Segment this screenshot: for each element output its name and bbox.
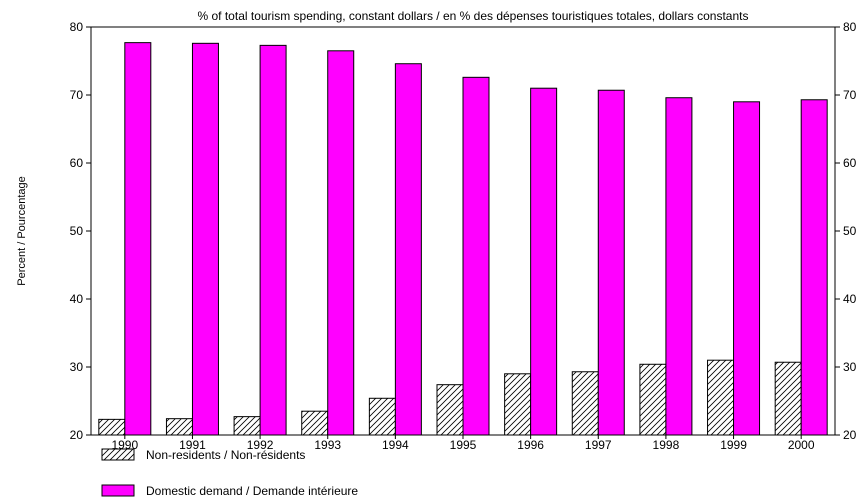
- bar-domestic-demand: [800, 99, 828, 436]
- bar-domestic-demand: [733, 101, 761, 436]
- x-tick-label: 1999: [720, 438, 747, 452]
- bar-domestic-demand: [327, 50, 355, 436]
- y-tick-label-left: 30: [70, 360, 84, 374]
- x-tick-label: 1993: [314, 438, 341, 452]
- bar-non-residents: [774, 361, 802, 436]
- y-axis-label: Percent / Pourcentage: [16, 176, 28, 285]
- bar-domestic-demand: [530, 87, 558, 436]
- bar-domestic-demand: [665, 97, 693, 436]
- chart-title: % of total tourism spending, constant do…: [198, 9, 749, 23]
- x-tick-label: 1996: [517, 438, 544, 452]
- legend-label-domestic-demand: Domestic demand / Demande intérieure: [146, 484, 358, 498]
- bar-non-residents: [707, 359, 735, 436]
- bar-non-residents: [571, 371, 599, 436]
- legend-swatch-non-residents: [101, 448, 135, 461]
- x-tick-label: 1994: [382, 438, 409, 452]
- bar-non-residents: [504, 373, 532, 436]
- y-tick-label-left: 40: [70, 292, 84, 306]
- y-tick-label-left: 80: [70, 20, 84, 34]
- legend: Non-residents / Non-résidents Domestic de…: [101, 448, 358, 498]
- y-tick-label-right: 40: [843, 292, 857, 306]
- y-tick-label-right: 70: [843, 88, 857, 102]
- y-tick-label-right: 20: [843, 428, 857, 442]
- bar-non-residents: [368, 397, 396, 436]
- legend-swatch-domestic-demand: [101, 484, 135, 497]
- legend-label-non-residents: Non-residents / Non-résidents: [146, 448, 305, 462]
- bar-non-residents: [436, 384, 464, 436]
- y-tick-label-right: 30: [843, 360, 857, 374]
- bar-non-residents: [301, 410, 329, 436]
- x-tick-label: 1998: [653, 438, 680, 452]
- y-tick-label-right: 60: [843, 156, 857, 170]
- x-tick-label: 2000: [788, 438, 815, 452]
- y-tick-label-right: 80: [843, 20, 857, 34]
- y-tick-label-left: 70: [70, 88, 84, 102]
- bar-domestic-demand: [597, 89, 625, 436]
- bar-domestic-demand: [124, 42, 152, 436]
- x-tick-label: 1995: [450, 438, 477, 452]
- bar-domestic-demand: [462, 76, 490, 436]
- x-tick-label: 1992: [247, 438, 274, 452]
- bar-domestic-demand: [191, 42, 219, 436]
- x-tick-label: 1997: [585, 438, 612, 452]
- bar-domestic-demand: [394, 63, 422, 436]
- bar-non-residents: [98, 418, 126, 436]
- y-tick-label-left: 20: [70, 428, 84, 442]
- y-tick-label-left: 60: [70, 156, 84, 170]
- y-tick-label-right: 50: [843, 224, 857, 238]
- bar-domestic-demand: [259, 44, 287, 436]
- bar-non-residents: [639, 363, 667, 436]
- bar-non-residents: [233, 416, 261, 436]
- bar-non-residents: [165, 418, 193, 436]
- y-tick-label-left: 50: [70, 224, 84, 238]
- x-tick-label: 1991: [179, 438, 206, 452]
